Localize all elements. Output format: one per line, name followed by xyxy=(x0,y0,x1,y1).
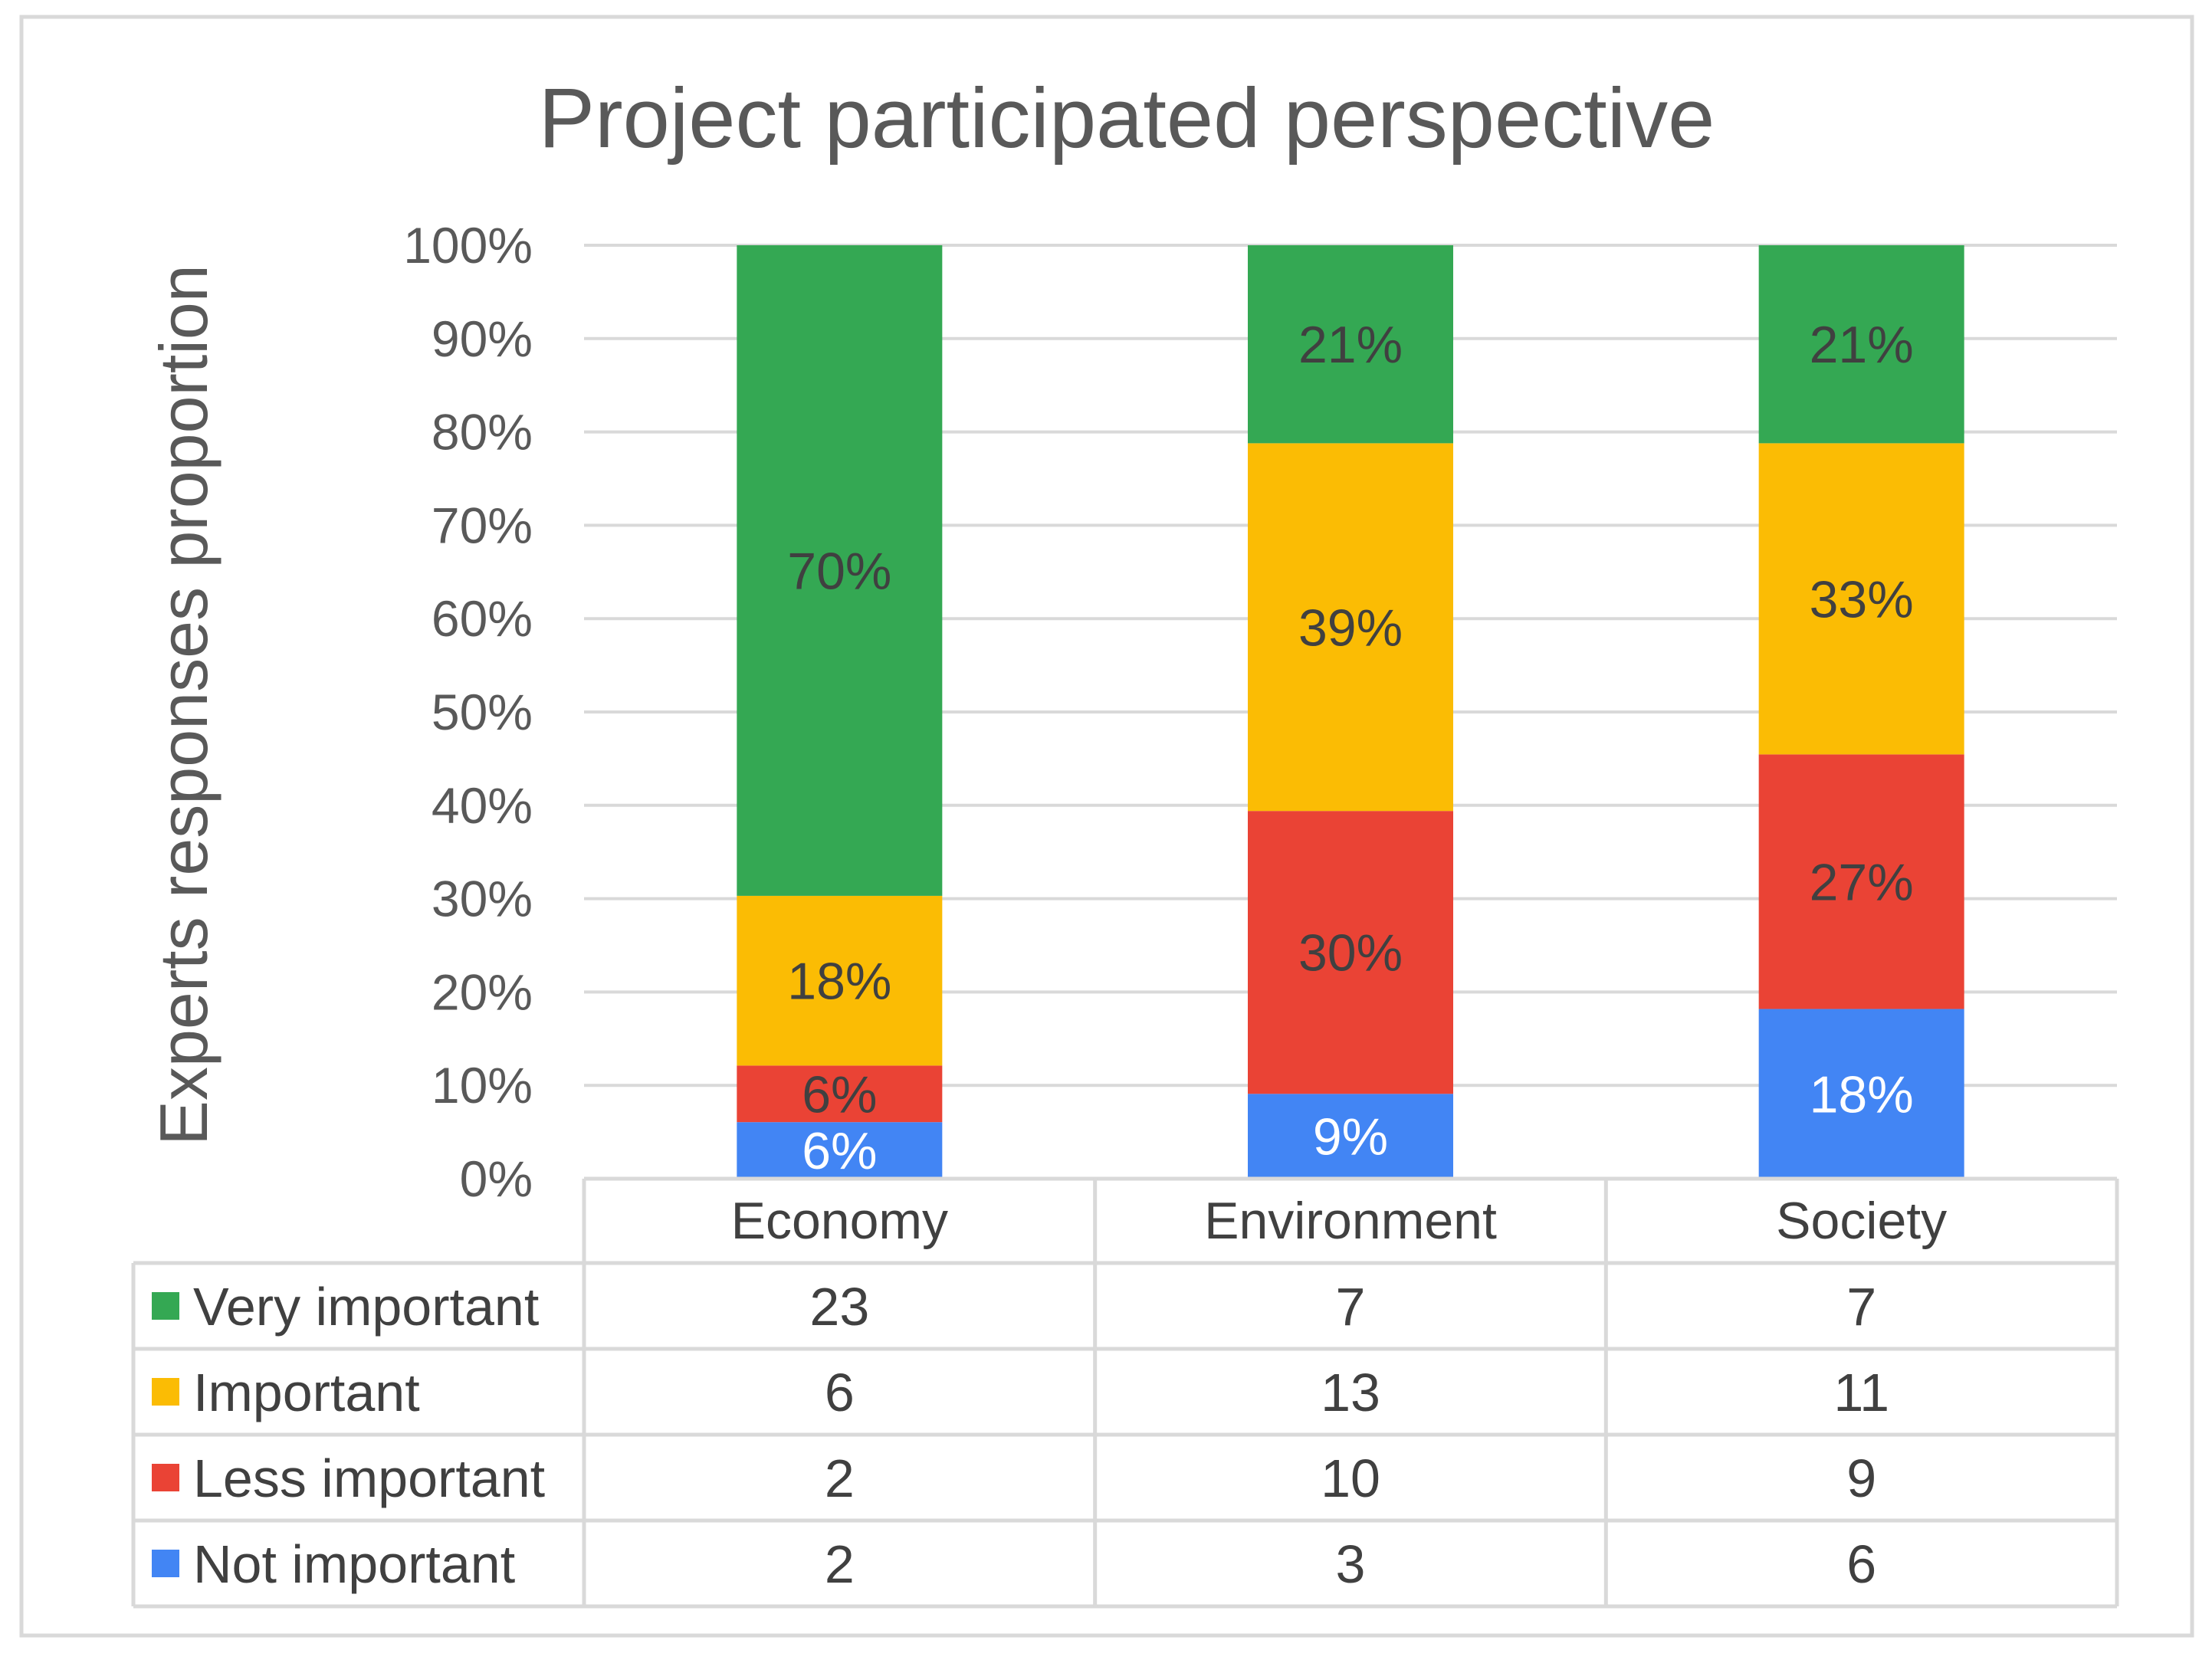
bar-segment-environment-very-important xyxy=(1248,245,1453,444)
segment-labels: 6%6% 18% 70% 9% 30% 39% 21% 18% 27% 33% 21% xyxy=(787,316,1913,1180)
category-label-economy: Economy xyxy=(731,1192,948,1250)
table-cell-important-economy: 6 xyxy=(825,1363,855,1422)
data-label-society-very-important: 21% xyxy=(1810,316,1914,374)
y-tick-label: 60% xyxy=(432,590,533,647)
table-cell-not-important-environment: 3 xyxy=(1336,1534,1366,1594)
data-label-economy-very-important: 70% xyxy=(787,542,891,600)
table-cell-less-important-economy: 2 xyxy=(825,1448,855,1508)
bar-segment-society-important xyxy=(1758,443,1964,755)
legend-swatch-important xyxy=(152,1378,179,1406)
y-tick-label: 80% xyxy=(432,404,533,461)
data-table: Economy Environment Society Very important 2… xyxy=(131,1176,2119,1609)
category-label-environment: Environment xyxy=(1204,1192,1497,1250)
bar-segment-economy-less-important xyxy=(737,1065,943,1123)
table-cell-important-environment: 13 xyxy=(1321,1363,1380,1422)
category-label-society: Society xyxy=(1776,1192,1947,1250)
table-cell-less-important-society: 9 xyxy=(1846,1448,1876,1508)
bar-segment-environment-less-important xyxy=(1248,811,1453,1094)
legend-swatch-very-important xyxy=(152,1292,179,1320)
data-label-society-important: 33% xyxy=(1810,570,1914,628)
legend-label-less-important: Less important xyxy=(193,1448,545,1508)
bar-segment-society-less-important xyxy=(1758,754,1964,1009)
table-cell-not-important-economy: 2 xyxy=(825,1534,855,1594)
data-label-society-less-important: 27% xyxy=(1810,853,1914,911)
data-label-environment-very-important: 21% xyxy=(1298,316,1403,374)
y-tick-label: 40% xyxy=(432,777,533,834)
bar-segment-environment-not-important xyxy=(1248,1094,1453,1179)
y-tick-label: 0% xyxy=(460,1150,533,1207)
table-cell-very-important-society: 7 xyxy=(1846,1277,1876,1337)
bar-segment-society-not-important xyxy=(1758,1009,1964,1179)
table-cell-very-important-environment: 7 xyxy=(1336,1277,1366,1337)
bar-segment-economy-important xyxy=(737,895,943,1066)
bars xyxy=(737,245,1964,1179)
bar-segment-economy-not-important xyxy=(737,1122,943,1179)
data-label-environment-not-important: 9% xyxy=(1313,1108,1388,1166)
y-tick-label: 70% xyxy=(432,497,533,553)
table-cell-important-society: 11 xyxy=(1833,1363,1889,1422)
y-axis-label: Experts responses proportion xyxy=(146,264,222,1146)
chart-title: Project participated perspective xyxy=(539,71,1715,166)
y-tick-label: 10% xyxy=(432,1057,533,1114)
legend-swatch-not-important xyxy=(152,1550,179,1577)
y-tick-label: 30% xyxy=(432,871,533,927)
y-tick-label: 50% xyxy=(432,684,533,740)
data-label-economy-not-important: 6% xyxy=(802,1122,877,1180)
bar-segment-society-very-important xyxy=(1758,245,1964,444)
legend-label-not-important: Not important xyxy=(193,1534,515,1594)
bar-segment-economy-very-important xyxy=(737,245,943,896)
table-cell-not-important-society: 6 xyxy=(1846,1534,1876,1594)
legend-swatch-less-important xyxy=(152,1464,179,1491)
data-label-society-not-important: 18% xyxy=(1810,1065,1914,1124)
data-label-economy-less-important: 6% xyxy=(802,1065,877,1124)
data-label-environment-important: 39% xyxy=(1298,599,1403,657)
bar-segment-environment-important xyxy=(1248,443,1453,812)
legend-label-important: Important xyxy=(193,1363,420,1422)
y-tick-label: 100% xyxy=(403,217,533,274)
table-cell-very-important-economy: 23 xyxy=(809,1277,869,1337)
y-tick-label: 20% xyxy=(432,963,533,1020)
data-label-economy-important: 18% xyxy=(787,953,891,1011)
y-tick-label: 90% xyxy=(432,310,533,367)
legend-label-very-important: Very important xyxy=(193,1277,539,1337)
y-axis-ticks: 0% 10% 20% 30% 40% 50% 60% 70% 80% 90% 100% xyxy=(403,217,533,1207)
table-cell-less-important-environment: 10 xyxy=(1321,1448,1380,1508)
data-label-environment-less-important: 30% xyxy=(1298,924,1403,983)
